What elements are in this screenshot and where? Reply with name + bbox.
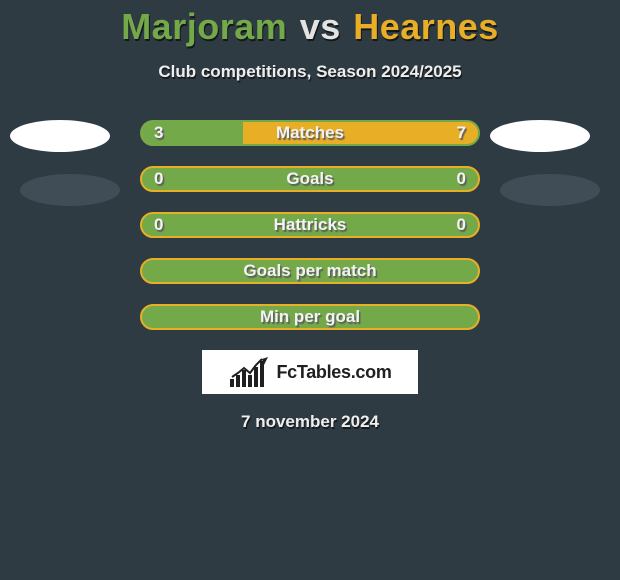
comparison-card: Marjoram vs Hearnes Club competitions, S…	[0, 0, 620, 580]
player2-name: Hearnes	[353, 6, 499, 47]
stat-hattricks-label: Hattricks	[142, 215, 478, 235]
stat-hattricks-left: 0	[154, 215, 163, 235]
stat-mpg: Min per goal	[140, 304, 480, 330]
stat-matches: 3 Matches 7	[140, 120, 480, 146]
stat-goals-label: Goals	[142, 169, 478, 189]
player1-name: Marjoram	[121, 6, 287, 47]
stats-area: 3 Matches 7 0 Goals 0 0 Hattricks 0 Goal…	[0, 120, 620, 330]
stat-matches-right: 7	[457, 123, 466, 143]
stat-goals-left: 0	[154, 169, 163, 189]
stat-mpg-label: Min per goal	[142, 307, 478, 327]
title-row: Marjoram vs Hearnes	[0, 0, 620, 48]
subtitle: Club competitions, Season 2024/2025	[0, 62, 620, 82]
brand-text: FcTables.com	[276, 362, 391, 383]
stat-gpm: Goals per match	[140, 258, 480, 284]
brand-chart-icon	[228, 357, 270, 387]
brand-logo: FcTables.com	[202, 350, 418, 394]
stat-hattricks-right: 0	[457, 215, 466, 235]
stat-goals: 0 Goals 0	[140, 166, 480, 192]
stat-goals-right: 0	[457, 169, 466, 189]
stat-gpm-label: Goals per match	[142, 261, 478, 281]
vs-separator: vs	[300, 6, 341, 47]
stat-hattricks: 0 Hattricks 0	[140, 212, 480, 238]
footer-date: 7 november 2024	[0, 412, 620, 432]
stat-matches-left: 3	[154, 123, 163, 143]
